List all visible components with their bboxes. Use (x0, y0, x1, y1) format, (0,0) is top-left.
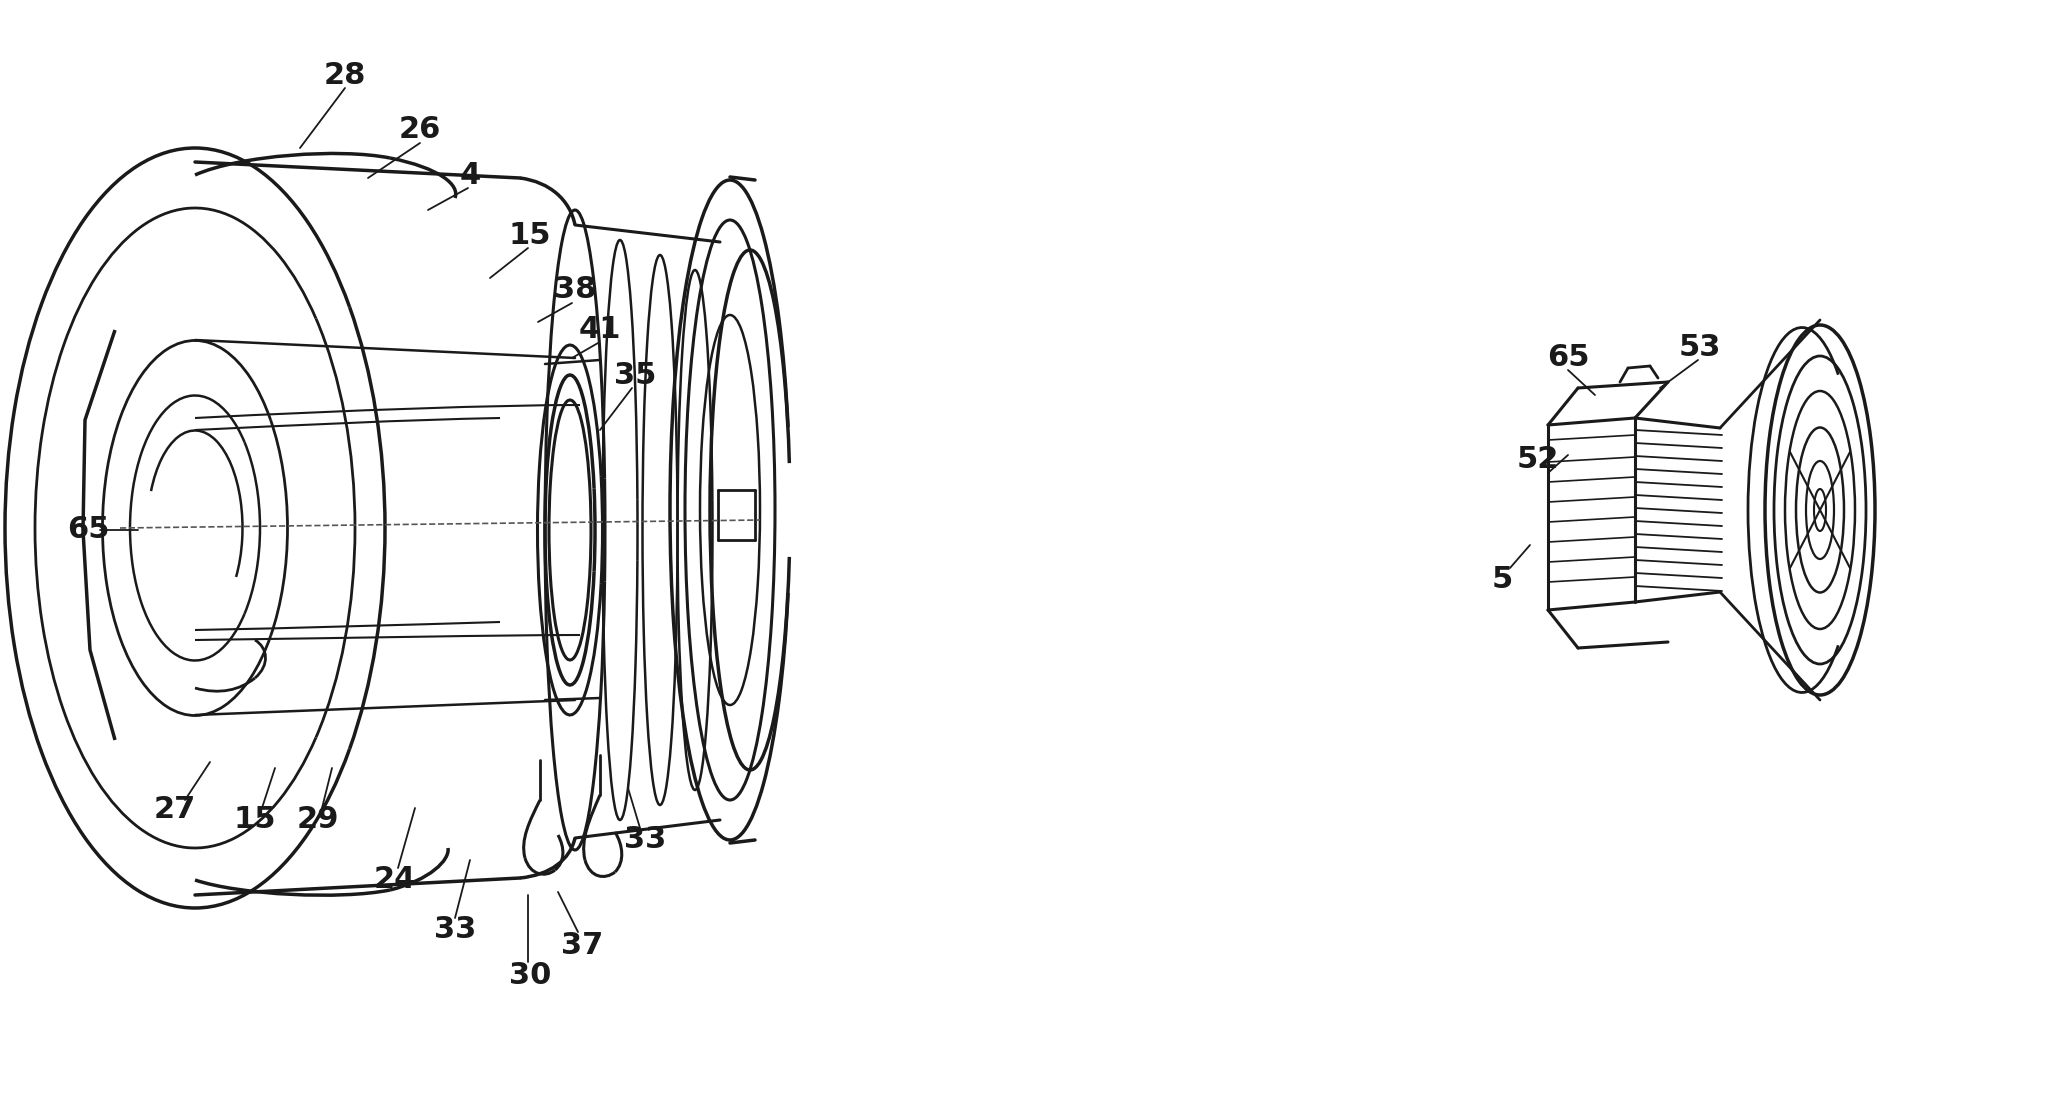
Text: 52: 52 (1517, 445, 1560, 474)
Text: 37: 37 (562, 931, 603, 960)
Text: 41: 41 (578, 316, 622, 345)
Text: 27: 27 (154, 796, 196, 824)
Text: 5: 5 (1492, 565, 1513, 595)
Text: 15: 15 (235, 806, 276, 834)
Text: 65: 65 (1548, 343, 1589, 372)
Text: 4: 4 (459, 161, 482, 189)
Text: 65: 65 (66, 515, 109, 544)
Text: 30: 30 (508, 961, 552, 989)
Text: 26: 26 (399, 115, 440, 144)
Text: 38: 38 (554, 276, 597, 305)
Text: 35: 35 (613, 360, 657, 390)
Text: 28: 28 (323, 61, 366, 90)
Text: 33: 33 (434, 915, 475, 944)
Text: 24: 24 (375, 865, 416, 894)
Text: 33: 33 (624, 825, 667, 854)
Text: 15: 15 (508, 220, 552, 249)
Text: 29: 29 (296, 806, 340, 834)
Text: 53: 53 (1679, 334, 1720, 362)
